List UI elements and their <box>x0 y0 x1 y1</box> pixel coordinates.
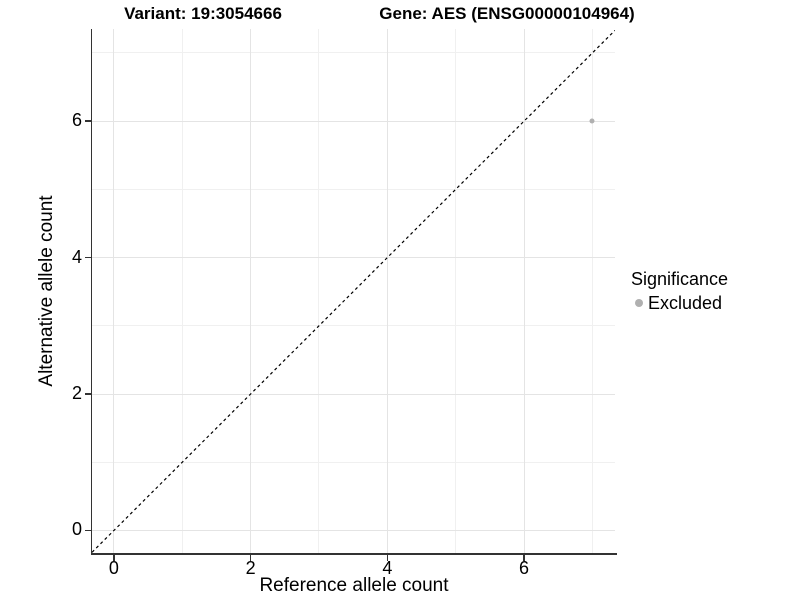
minor-gridline-horizontal <box>92 188 615 190</box>
major-gridline-vertical <box>523 29 525 553</box>
y-axis-line <box>90 29 92 555</box>
legend-items: Excluded <box>629 293 728 315</box>
minor-gridline-vertical <box>318 29 320 553</box>
y-tick-label: 4 <box>71 246 82 267</box>
major-gridline-horizontal <box>92 120 615 122</box>
major-gridline-horizontal <box>92 393 615 395</box>
identity-reference-line <box>92 29 615 553</box>
x-axis-title: Reference allele count <box>259 575 449 596</box>
y-axis-tick <box>84 120 91 122</box>
x-axis-tick <box>249 554 252 561</box>
x-axis-tick <box>523 554 525 561</box>
x-tick-label: 0 <box>108 558 119 578</box>
gene-title: Gene: AES (ENSG00000104964) <box>379 4 635 23</box>
legend-item-label: Excluded <box>648 292 723 313</box>
legend-item: Excluded <box>629 293 728 315</box>
variant-title: Variant: 19:3054666 <box>124 4 282 23</box>
plot-panel <box>92 29 615 553</box>
y-axis-tick <box>84 529 91 532</box>
minor-gridline-horizontal <box>92 461 615 463</box>
y-tick-label: 0 <box>71 519 82 540</box>
y-axis-tick <box>84 393 91 395</box>
minor-gridline-vertical <box>591 29 593 553</box>
x-tick-label: 2 <box>245 558 256 578</box>
data-point <box>589 118 595 124</box>
major-gridline-vertical <box>250 29 252 553</box>
y-tick-label: 2 <box>71 383 82 404</box>
minor-gridline-vertical <box>455 29 457 553</box>
major-gridline-vertical <box>386 29 388 553</box>
x-tick-label: 6 <box>519 558 530 578</box>
x-axis-line <box>90 553 617 555</box>
x-axis-tick <box>386 554 389 561</box>
major-gridline-vertical <box>113 29 115 553</box>
y-axis-tick <box>84 256 91 259</box>
major-gridline-horizontal <box>92 529 615 531</box>
minor-gridline-vertical <box>181 29 183 553</box>
y-axis-title: Alternative allele count <box>36 195 57 387</box>
legend-marker-circle-icon <box>635 299 643 308</box>
minor-gridline-horizontal <box>92 52 615 54</box>
x-axis-tick <box>113 554 115 561</box>
minor-gridline-horizontal <box>92 325 615 327</box>
major-gridline-horizontal <box>92 257 615 259</box>
legend: Significance Excluded <box>629 269 728 314</box>
y-tick-label: 6 <box>71 110 82 131</box>
legend-title: Significance <box>631 269 729 289</box>
x-tick-label: 4 <box>382 558 393 578</box>
